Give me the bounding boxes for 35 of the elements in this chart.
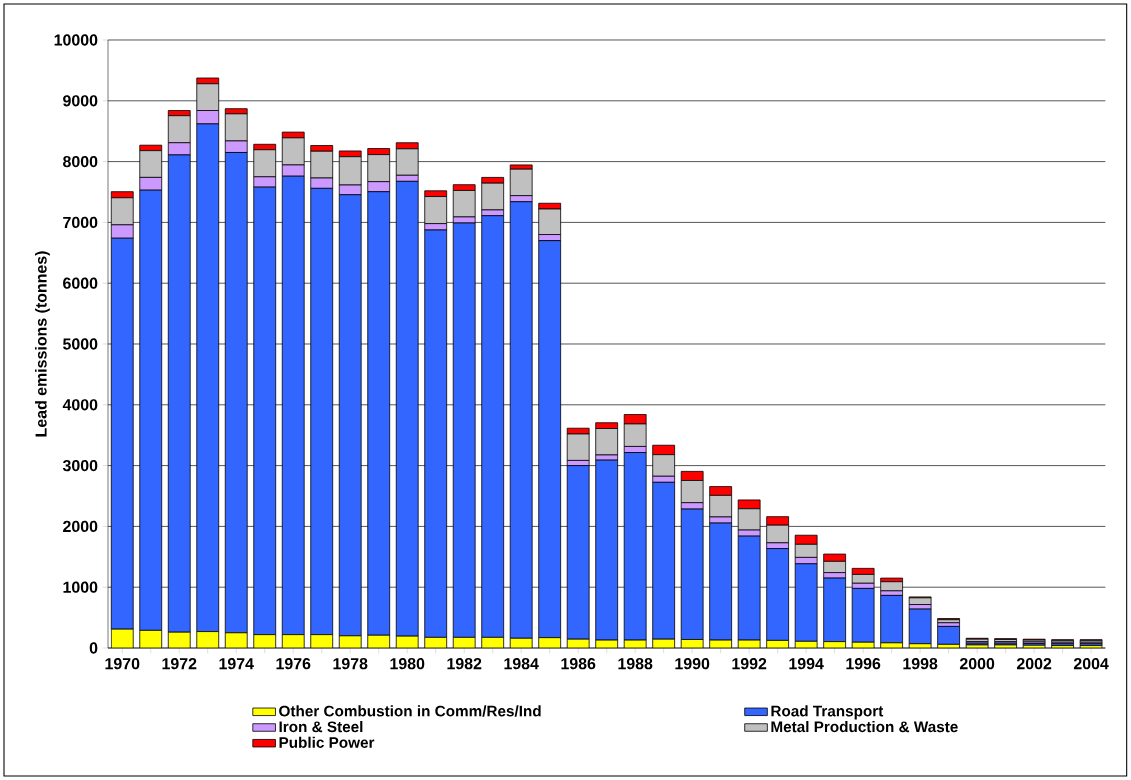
y-tick-label: 6000 — [63, 277, 98, 289]
x-tick-label: 1972 — [162, 658, 197, 670]
x-tick-label: 1996 — [846, 658, 881, 670]
x-tick-label: 1984 — [504, 658, 539, 670]
legend-label: Other Combustion in Comm/Res/Ind — [279, 705, 541, 717]
x-tick-label: 1992 — [732, 658, 767, 670]
x-tick-label: 1974 — [219, 658, 254, 670]
legend-label: Public Power — [279, 736, 375, 748]
x-tick-label: 1976 — [276, 658, 311, 670]
y-tick-label: 8000 — [63, 155, 98, 168]
legend-label: Road Transport — [771, 705, 884, 720]
x-tick-label: 1982 — [447, 658, 482, 670]
x-tick-label: 1998 — [903, 658, 938, 670]
legend-label: Iron & Steel — [279, 720, 363, 733]
y-tick-label: 3000 — [62, 459, 98, 472]
x-tick-label: 1986 — [561, 658, 596, 670]
x-tick-label: 1994 — [789, 658, 824, 670]
x-tick-label: 1980 — [390, 658, 425, 670]
y-tick-label: 9000 — [63, 95, 98, 107]
x-tick-label: 2004 — [1073, 658, 1109, 670]
y-tick-label: 10000 — [54, 34, 98, 46]
x-tick-label: 1970 — [105, 658, 140, 670]
x-tick-label: 1978 — [333, 658, 368, 670]
y-tick-label: 2000 — [63, 520, 98, 533]
y-axis-title: Lead emissions (tonnes) — [35, 251, 50, 437]
x-tick-label: 2002 — [1016, 658, 1052, 670]
y-tick-label: 1000 — [63, 581, 98, 593]
y-tick-label: 7000 — [63, 216, 98, 229]
x-tick-label: 2000 — [959, 658, 995, 670]
y-tick-label: 5000 — [63, 338, 98, 350]
legend-label: Metal Production & Waste — [771, 720, 958, 733]
x-tick-label: 1988 — [618, 658, 653, 670]
x-tick-label: 1990 — [675, 658, 710, 670]
y-tick-label: 4000 — [62, 399, 98, 411]
y-tick-label: 0 — [89, 642, 98, 654]
